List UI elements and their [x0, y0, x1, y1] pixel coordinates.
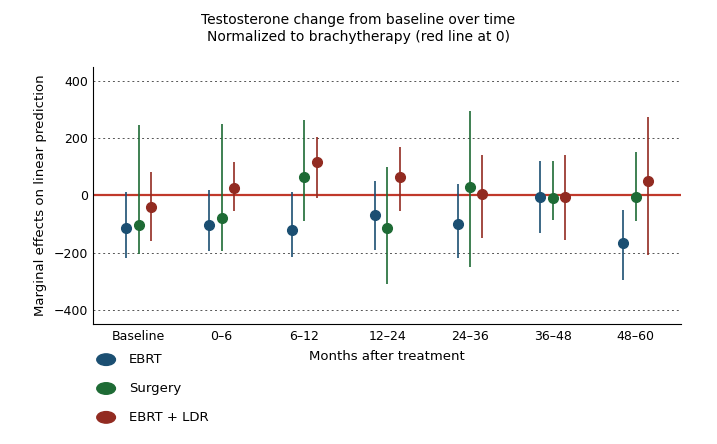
Text: EBRT + LDR: EBRT + LDR	[129, 411, 209, 424]
Text: Testosterone change from baseline over time
Normalized to brachytherapy (red lin: Testosterone change from baseline over t…	[201, 13, 516, 44]
Text: EBRT: EBRT	[129, 353, 163, 366]
Text: Surgery: Surgery	[129, 382, 181, 395]
Y-axis label: Marginal effects on linear prediction: Marginal effects on linear prediction	[34, 75, 47, 316]
X-axis label: Months after treatment: Months after treatment	[309, 349, 465, 363]
